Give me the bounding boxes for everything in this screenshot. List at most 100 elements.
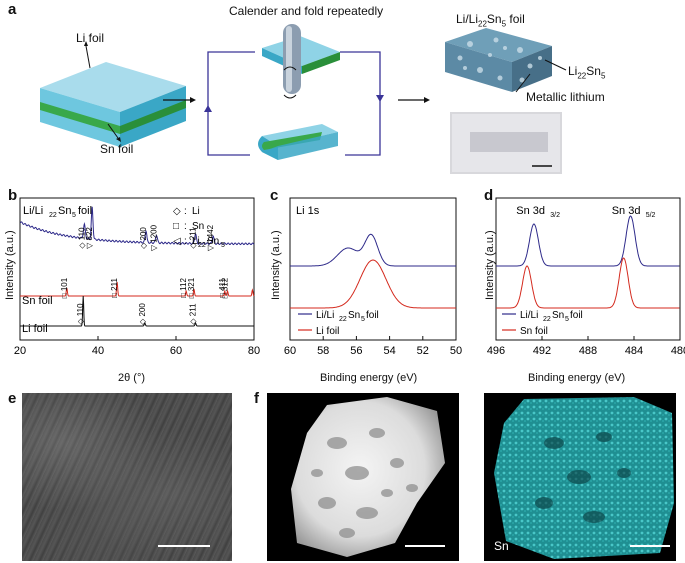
xrd-peak-label: □ 101 <box>60 277 69 298</box>
xrd-peak-label: □ 411 <box>218 278 227 298</box>
li1s-tick-label: 56 <box>350 345 362 357</box>
sn3d-legend-sub2: 5 <box>565 316 569 323</box>
sn3d-tick-label: 480 <box>671 345 685 357</box>
composite-title-mid: Sn <box>486 12 502 26</box>
composite-title-main: Li/Li <box>456 12 479 26</box>
sn-foil-label: Sn foil <box>100 142 134 156</box>
legend-sep: : <box>184 221 187 232</box>
haadf-image <box>267 393 459 561</box>
haadf-particle <box>291 397 445 557</box>
sn3d-tick-label: 492 <box>533 345 551 357</box>
panel-d-letter: d <box>484 187 494 204</box>
li1s-tick-label: 52 <box>417 345 429 357</box>
li1s-tick-label: 54 <box>383 345 395 357</box>
sn-eds-map: Sn <box>484 393 676 561</box>
stacked-foil-illustration <box>40 62 186 147</box>
sn3d-tick-label: 484 <box>625 345 643 357</box>
legend-triangle-icon: ◁ <box>173 236 181 247</box>
li1s-legend-sub2: 5 <box>361 316 365 323</box>
li1s-legend-end: foil <box>366 310 379 321</box>
panel-f-letter: f <box>254 390 259 407</box>
li1s-ylabel: Intensity (a.u.) <box>270 230 282 300</box>
sn-map-label: Sn <box>494 539 509 553</box>
phase-sub: 22 <box>577 71 587 81</box>
sn3d-legend-sn: Sn foil <box>520 326 548 337</box>
sn-map-particle <box>494 397 674 559</box>
li1s-tick-label: 60 <box>284 345 296 357</box>
xrd-series-name-li: Li foil <box>22 323 48 335</box>
phase-mid: Sn <box>586 64 601 78</box>
sn3d-peak-label: Sn 3d <box>516 205 545 217</box>
legend-diamond-icon: ◇ <box>173 206 181 217</box>
li1s-title: Li 1s <box>296 205 320 217</box>
xrd-series-name-composite: Li/Li <box>23 205 43 217</box>
li1s-legend-li: Li foil <box>316 326 339 337</box>
li1s-legend-sub: 22 <box>339 316 347 323</box>
xrd-series-name-end: foil <box>78 205 92 217</box>
xrd-peak-label: ▽ 822 <box>85 227 94 249</box>
xrd-peak-label: □ 321 <box>187 277 196 298</box>
li1s-xlabel: Binding energy (eV) <box>320 372 418 384</box>
xrd-peak-label: ◇ 110 <box>77 227 86 249</box>
xrd-peak-label: ◇ 200 <box>139 227 148 249</box>
sn3d-tick-label: 496 <box>487 345 505 357</box>
xrd-ylabel: Intensity (a.u.) <box>4 230 16 300</box>
li1s-legend-composite: Li/Li <box>316 310 334 321</box>
legend-square-icon: □ <box>173 221 179 232</box>
legend-alloy-main: Li <box>192 236 200 247</box>
li1s-series-line <box>290 233 456 267</box>
haadf-scale-bar <box>405 545 445 547</box>
xrd-peak-label: ▽ 1200 <box>150 224 159 251</box>
panel-c-letter: c <box>270 187 279 204</box>
sn3d-series-line <box>496 215 680 267</box>
legend-alloy-mid: Sn <box>207 236 219 247</box>
li1s-chart: 60 58 56 54 52 50 Li 1s Li/Li 22 Sn 5 foil Li foil <box>284 197 462 357</box>
panel-e-letter: e <box>8 390 17 407</box>
xrd-peak-label: □ 112 <box>179 278 188 298</box>
li1s-series-line <box>290 259 456 309</box>
xrd-series-name-sub: 22 <box>49 212 57 219</box>
li1s-tick-label: 50 <box>450 345 462 357</box>
legend-sn: Sn <box>192 221 204 232</box>
sem-image <box>22 393 232 561</box>
composite-title-end: foil <box>506 12 525 26</box>
panel-b-letter: b <box>8 187 18 204</box>
legend-alloy-sub: 22 <box>198 242 206 249</box>
xrd-xlabel: 2θ (°) <box>118 372 146 384</box>
panel-a-letter: a <box>8 1 17 18</box>
phase-sub2: 5 <box>600 71 606 81</box>
xrd-series-name-sub2: 5 <box>72 212 76 219</box>
sn3d-legend-composite: Li/Li <box>520 310 538 321</box>
composite-title-sub: 22 <box>478 19 487 29</box>
sn3d-xlabel: Binding energy (eV) <box>528 372 626 384</box>
xrd-series-line <box>19 206 255 246</box>
xrd-tick-label: 60 <box>170 345 182 357</box>
sn3d-peak-sub: 5/2 <box>646 212 656 219</box>
xrd-peak-label: ◇ 110 <box>76 303 85 325</box>
xrd-peak-label: ◇ 200 <box>138 303 147 325</box>
xrd-series-line <box>20 281 255 297</box>
sn3d-tick-label: 488 <box>579 345 597 357</box>
panel-a-schematic <box>40 24 567 174</box>
composite-foil-label: Li/Li22Sn5 foil <box>456 12 525 28</box>
phase-main: Li <box>568 64 578 78</box>
xrd-peak-label: ▽ 1442 <box>206 224 215 251</box>
sn3d-peak-label: Sn 3d <box>612 205 641 217</box>
sn3d-ylabel: Intensity (a.u.) <box>484 230 496 300</box>
xrd-peak-label: □ 211 <box>110 278 119 298</box>
xrd-peak-label: ◇ 211 <box>189 303 198 325</box>
xrd-peak-label: □ 312 <box>220 277 229 298</box>
sem-scale-bar <box>158 545 210 547</box>
xrd-series-name-sn: Sn foil <box>22 295 53 307</box>
sn-map-scale-bar <box>630 545 670 547</box>
legend-sep: : <box>184 236 187 247</box>
li-foil-label: Li foil <box>76 31 105 45</box>
xrd-tick-label: 20 <box>14 345 26 357</box>
li1s-legend-mid: Sn <box>348 310 360 321</box>
li1s-plot-frame <box>289 197 457 341</box>
composite-title-sub2: 5 <box>501 19 507 29</box>
xrd-tick-label: 80 <box>248 345 260 357</box>
xrd-peak-label: ◇ 211 <box>189 227 198 249</box>
process-label: Calender and fold repeatedly <box>229 4 384 18</box>
